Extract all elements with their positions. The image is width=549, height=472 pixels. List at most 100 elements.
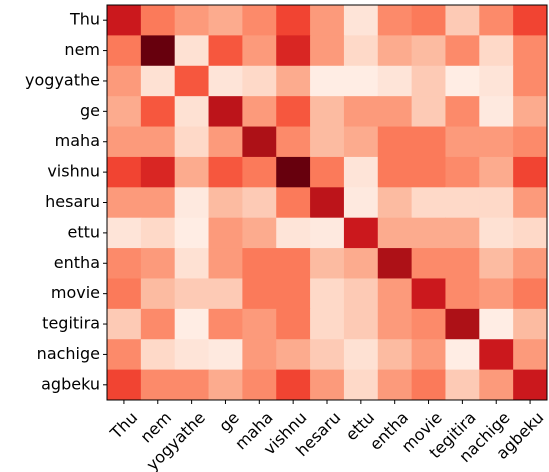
heat-cell: [513, 156, 548, 188]
heat-cell: [140, 126, 176, 158]
heat-cell: [140, 339, 176, 371]
heat-cell: [445, 35, 480, 67]
y-tick-label: nachige: [37, 344, 100, 363]
heat-cell: [276, 278, 311, 310]
heat-cell: [513, 369, 548, 401]
heat-cell: [377, 65, 413, 97]
heat-cell: [107, 248, 142, 279]
heat-cell: [107, 156, 142, 188]
heat-cell: [107, 369, 142, 401]
heat-cell: [411, 248, 446, 279]
heat-cell: [174, 278, 210, 310]
heat-cell: [242, 126, 277, 158]
heat-cell: [411, 217, 446, 249]
heat-cell: [242, 217, 277, 249]
heat-cell: [343, 369, 379, 401]
heat-cell: [377, 5, 413, 36]
heat-cell: [377, 308, 413, 340]
heat-cell: [140, 187, 176, 219]
heat-cell: [276, 339, 311, 371]
y-tick-label: vishnu: [47, 162, 100, 181]
heat-cell: [479, 96, 514, 128]
y-tick-label: Thu: [69, 10, 100, 29]
heat-cell: [411, 156, 446, 188]
heat-cell: [174, 5, 210, 36]
heat-cell: [208, 217, 243, 249]
heat-cell: [445, 187, 480, 219]
heat-cell: [174, 217, 210, 249]
heat-cell: [107, 308, 142, 340]
heat-cell: [479, 156, 514, 188]
heat-cell: [343, 339, 379, 371]
heat-cell: [513, 308, 548, 340]
heat-cell: [479, 217, 514, 249]
heat-cell: [445, 156, 480, 188]
heat-cell: [276, 308, 311, 340]
heat-cell: [445, 248, 480, 279]
heat-cell: [174, 96, 210, 128]
heat-cell: [513, 339, 548, 371]
heat-cell: [513, 126, 548, 158]
heat-cell: [208, 5, 243, 36]
heat-cell: [377, 248, 413, 279]
heat-cell: [513, 187, 548, 219]
heat-cell: [310, 96, 345, 128]
y-tick-label: nem: [64, 40, 100, 59]
heat-cell: [242, 248, 277, 279]
heat-cell: [208, 278, 243, 310]
heat-cell: [377, 217, 413, 249]
heat-cell: [411, 339, 446, 371]
heat-cell: [208, 308, 243, 340]
heat-cell: [343, 278, 379, 310]
heat-cell: [140, 96, 176, 128]
heat-cell: [445, 5, 480, 36]
heat-cell: [310, 248, 345, 279]
heat-cell: [343, 248, 379, 279]
heat-cell: [513, 96, 548, 128]
heat-cell: [310, 126, 345, 158]
heat-cell: [479, 369, 514, 401]
heat-cell: [276, 96, 311, 128]
x-tick-label: Thu: [106, 408, 141, 443]
heat-cell: [208, 187, 243, 219]
heat-cell: [310, 339, 345, 371]
heat-cell: [140, 65, 176, 97]
heat-cell: [343, 187, 379, 219]
heat-cell: [411, 369, 446, 401]
heat-cell: [479, 65, 514, 97]
heat-cell: [513, 65, 548, 97]
heat-cell: [310, 278, 345, 310]
heat-cell: [276, 35, 311, 67]
heat-cell: [411, 96, 446, 128]
heat-cell: [208, 156, 243, 188]
heat-cell: [377, 369, 413, 401]
heat-cell: [107, 339, 142, 371]
heat-cell: [479, 35, 514, 67]
heat-cell: [242, 308, 277, 340]
heat-cell: [107, 278, 142, 310]
heat-cell: [140, 5, 176, 36]
heat-cell: [343, 5, 379, 36]
heat-cell: [276, 5, 311, 36]
heat-cell: [174, 308, 210, 340]
heat-cell: [107, 65, 142, 97]
y-tick-label: agbeku: [41, 374, 100, 393]
y-tick-label: entha: [54, 253, 100, 272]
heat-cell: [513, 5, 548, 36]
heat-cell: [445, 369, 480, 401]
heat-cell: [242, 278, 277, 310]
heat-cell: [208, 35, 243, 67]
y-tick-label: hesaru: [45, 192, 100, 211]
y-tick-label: ettu: [67, 222, 100, 241]
heat-cell: [445, 126, 480, 158]
heat-cell: [377, 156, 413, 188]
heat-cell: [208, 369, 243, 401]
heat-cell: [411, 5, 446, 36]
heat-cell: [140, 217, 176, 249]
heat-cell: [411, 126, 446, 158]
heat-cell: [174, 65, 210, 97]
heat-cell: [174, 126, 210, 158]
heat-cell: [479, 278, 514, 310]
y-tick-label: yogyathe: [25, 70, 100, 89]
heat-cell: [445, 339, 480, 371]
